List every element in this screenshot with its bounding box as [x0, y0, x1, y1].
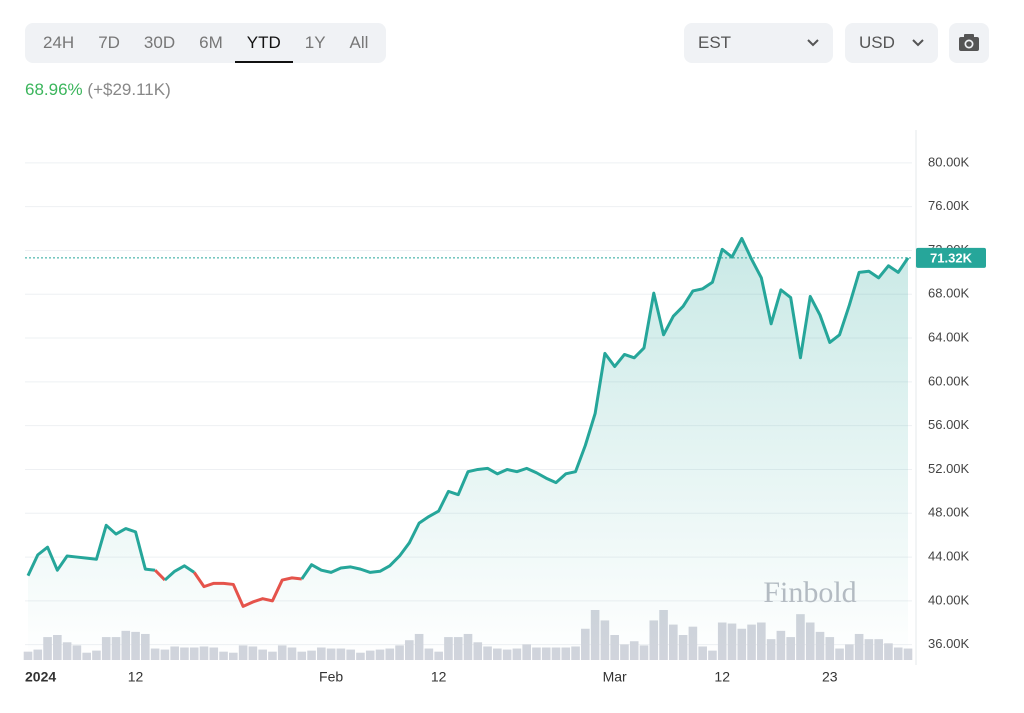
y-tick-label: 56.00K	[928, 417, 970, 432]
range-tabs: 24H 7D 30D 6M YTD 1Y All	[25, 23, 387, 63]
area-fill	[28, 238, 908, 660]
x-tick-label: 12	[431, 669, 447, 685]
price-line	[192, 571, 302, 608]
y-tick-label: 52.00K	[928, 461, 970, 476]
y-tick-label: 76.00K	[928, 198, 970, 213]
currency-dropdown[interactable]: USD	[845, 23, 938, 63]
range-tab[interactable]: All	[349, 33, 369, 52]
range-tab[interactable]: 24H	[43, 33, 75, 52]
x-tick-label: 23	[822, 669, 838, 685]
x-tick-label: 2024	[25, 669, 56, 685]
x-tick-label: 12	[128, 669, 144, 685]
timezone-dropdown[interactable]: EST	[684, 23, 833, 63]
price-line	[154, 569, 166, 582]
x-tick-label: Mar	[603, 669, 627, 685]
price-line	[26, 523, 156, 577]
y-tick-label: 36.00K	[928, 636, 970, 651]
range-tab[interactable]: 7D	[98, 33, 120, 52]
y-tick-label: 44.00K	[928, 549, 970, 564]
y-tick-label: 40.00K	[928, 592, 970, 607]
current-price-label: 71.32K	[930, 250, 973, 265]
camera-icon	[959, 34, 979, 51]
change-percent: 68.96%	[25, 80, 83, 99]
currency: USD	[859, 33, 895, 52]
x-tick-label: Feb	[319, 669, 343, 685]
change-amount: (+$29.11K)	[87, 80, 171, 99]
change-summary: 68.96% (+$29.11K)	[25, 80, 171, 100]
range-tab[interactable]: YTD	[234, 23, 293, 63]
timezone: EST	[698, 33, 732, 52]
x-tick-label: 12	[714, 669, 730, 685]
price-line	[300, 236, 910, 580]
y-tick-label: 64.00K	[928, 329, 970, 344]
screenshot-button[interactable]	[949, 23, 989, 63]
chevron	[807, 39, 819, 47]
current-price-badge	[916, 247, 986, 268]
y-tick-label: 68.00K	[928, 286, 970, 301]
range-tab[interactable]: 30D	[143, 33, 176, 52]
price-line	[163, 564, 196, 582]
y-tick-label: 48.00K	[928, 505, 970, 520]
y-tick-label: 80.00K	[928, 154, 970, 169]
range-tab[interactable]: 6M	[199, 33, 223, 52]
chevron	[912, 39, 924, 47]
y-tick-label: 60.00K	[928, 373, 970, 388]
range-tab[interactable]: 1Y	[304, 33, 326, 52]
